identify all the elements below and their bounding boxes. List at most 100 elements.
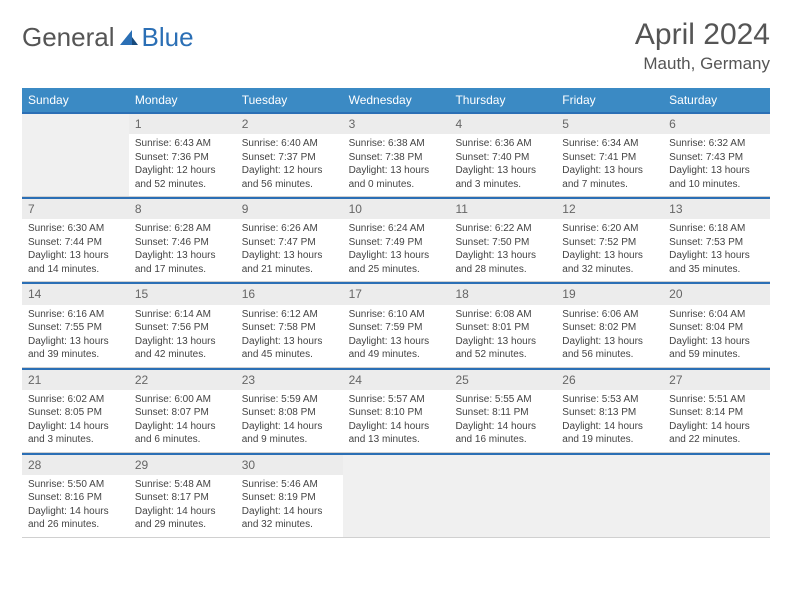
- day-cell: 1Sunrise: 6:43 AMSunset: 7:36 PMDaylight…: [129, 112, 236, 196]
- day-cell-body: Sunrise: 6:02 AMSunset: 8:05 PMDaylight:…: [22, 390, 129, 452]
- day-cell: 29Sunrise: 5:48 AMSunset: 8:17 PMDayligh…: [129, 453, 236, 537]
- sunset-text: Sunset: 8:04 PM: [669, 321, 764, 335]
- day-cell: 21Sunrise: 6:02 AMSunset: 8:05 PMDayligh…: [22, 368, 129, 452]
- daylight-text: Daylight: 13 hours and 25 minutes.: [349, 249, 444, 276]
- sunset-text: Sunset: 7:46 PM: [135, 236, 230, 250]
- sunrise-text: Sunrise: 5:55 AM: [455, 393, 550, 407]
- daylight-text: Daylight: 13 hours and 17 minutes.: [135, 249, 230, 276]
- sunset-text: Sunset: 7:55 PM: [28, 321, 123, 335]
- sunrise-text: Sunrise: 6:34 AM: [562, 137, 657, 151]
- sunset-text: Sunset: 8:14 PM: [669, 406, 764, 420]
- day-number: 20: [663, 284, 770, 304]
- day-number: 4: [449, 114, 556, 134]
- sunset-text: Sunset: 8:13 PM: [562, 406, 657, 420]
- daylight-text: Daylight: 13 hours and 7 minutes.: [562, 164, 657, 191]
- sunrise-text: Sunrise: 6:26 AM: [242, 222, 337, 236]
- sunset-text: Sunset: 7:58 PM: [242, 321, 337, 335]
- sunrise-text: Sunrise: 5:53 AM: [562, 393, 657, 407]
- empty-cell: [343, 453, 450, 537]
- day-cell: 15Sunrise: 6:14 AMSunset: 7:56 PMDayligh…: [129, 282, 236, 366]
- day-cell-body: Sunrise: 5:46 AMSunset: 8:19 PMDaylight:…: [236, 475, 343, 537]
- day-cell-body: Sunrise: 5:48 AMSunset: 8:17 PMDaylight:…: [129, 475, 236, 537]
- day-cell-body: Sunrise: 6:20 AMSunset: 7:52 PMDaylight:…: [556, 219, 663, 281]
- day-cell: 16Sunrise: 6:12 AMSunset: 7:58 PMDayligh…: [236, 282, 343, 366]
- day-header: Wednesday: [343, 88, 450, 112]
- sunset-text: Sunset: 7:50 PM: [455, 236, 550, 250]
- day-cell-body: Sunrise: 6:06 AMSunset: 8:02 PMDaylight:…: [556, 305, 663, 367]
- day-cell: 27Sunrise: 5:51 AMSunset: 8:14 PMDayligh…: [663, 368, 770, 452]
- sunset-text: Sunset: 8:05 PM: [28, 406, 123, 420]
- daylight-text: Daylight: 13 hours and 42 minutes.: [135, 335, 230, 362]
- day-cell-body: Sunrise: 5:57 AMSunset: 8:10 PMDaylight:…: [343, 390, 450, 452]
- daylight-text: Daylight: 14 hours and 6 minutes.: [135, 420, 230, 447]
- sunset-text: Sunset: 8:17 PM: [135, 491, 230, 505]
- day-number: 1: [129, 114, 236, 134]
- day-cell: 6Sunrise: 6:32 AMSunset: 7:43 PMDaylight…: [663, 112, 770, 196]
- sunrise-text: Sunrise: 6:10 AM: [349, 308, 444, 322]
- day-cell: 13Sunrise: 6:18 AMSunset: 7:53 PMDayligh…: [663, 197, 770, 281]
- week-row: 14Sunrise: 6:16 AMSunset: 7:55 PMDayligh…: [22, 282, 770, 367]
- day-cell: 22Sunrise: 6:00 AMSunset: 8:07 PMDayligh…: [129, 368, 236, 452]
- day-cell-body: Sunrise: 6:40 AMSunset: 7:37 PMDaylight:…: [236, 134, 343, 196]
- daylight-text: Daylight: 14 hours and 32 minutes.: [242, 505, 337, 532]
- day-cell-body: Sunrise: 6:04 AMSunset: 8:04 PMDaylight:…: [663, 305, 770, 367]
- sunrise-text: Sunrise: 6:36 AM: [455, 137, 550, 151]
- daylight-text: Daylight: 13 hours and 49 minutes.: [349, 335, 444, 362]
- sunset-text: Sunset: 7:47 PM: [242, 236, 337, 250]
- day-number: 21: [22, 370, 129, 390]
- week-row: 1Sunrise: 6:43 AMSunset: 7:36 PMDaylight…: [22, 112, 770, 197]
- day-number: 12: [556, 199, 663, 219]
- day-cell: 23Sunrise: 5:59 AMSunset: 8:08 PMDayligh…: [236, 368, 343, 452]
- day-cell: 14Sunrise: 6:16 AMSunset: 7:55 PMDayligh…: [22, 282, 129, 366]
- day-number: 14: [22, 284, 129, 304]
- daylight-text: Daylight: 12 hours and 56 minutes.: [242, 164, 337, 191]
- day-number: 3: [343, 114, 450, 134]
- day-number: 8: [129, 199, 236, 219]
- day-cell: 11Sunrise: 6:22 AMSunset: 7:50 PMDayligh…: [449, 197, 556, 281]
- sunrise-text: Sunrise: 6:06 AM: [562, 308, 657, 322]
- sunrise-text: Sunrise: 6:12 AM: [242, 308, 337, 322]
- day-cell: 12Sunrise: 6:20 AMSunset: 7:52 PMDayligh…: [556, 197, 663, 281]
- day-header: Saturday: [663, 88, 770, 112]
- day-number: 5: [556, 114, 663, 134]
- day-cell: 26Sunrise: 5:53 AMSunset: 8:13 PMDayligh…: [556, 368, 663, 452]
- daylight-text: Daylight: 14 hours and 13 minutes.: [349, 420, 444, 447]
- day-header: Friday: [556, 88, 663, 112]
- day-cell: 20Sunrise: 6:04 AMSunset: 8:04 PMDayligh…: [663, 282, 770, 366]
- day-cell-body: Sunrise: 5:50 AMSunset: 8:16 PMDaylight:…: [22, 475, 129, 537]
- sunrise-text: Sunrise: 6:08 AM: [455, 308, 550, 322]
- day-cell-body: Sunrise: 6:08 AMSunset: 8:01 PMDaylight:…: [449, 305, 556, 367]
- day-cell-body: Sunrise: 6:36 AMSunset: 7:40 PMDaylight:…: [449, 134, 556, 196]
- sunset-text: Sunset: 7:38 PM: [349, 151, 444, 165]
- day-cell: 9Sunrise: 6:26 AMSunset: 7:47 PMDaylight…: [236, 197, 343, 281]
- day-cell-body: Sunrise: 6:16 AMSunset: 7:55 PMDaylight:…: [22, 305, 129, 367]
- week-row: 28Sunrise: 5:50 AMSunset: 8:16 PMDayligh…: [22, 453, 770, 538]
- month-title: April 2024: [635, 18, 770, 52]
- title-block: April 2024 Mauth, Germany: [635, 18, 770, 74]
- day-cell: 8 Sunrise: 6:28 AMSunset: 7:46 PMDaylight…: [129, 197, 236, 281]
- header: General Blue April 2024 Mauth, Germany: [22, 18, 770, 74]
- day-number: 11: [449, 199, 556, 219]
- day-number: 22: [129, 370, 236, 390]
- day-number: 13: [663, 199, 770, 219]
- day-number: 28: [22, 455, 129, 475]
- daylight-text: Daylight: 14 hours and 29 minutes.: [135, 505, 230, 532]
- day-number: 26: [556, 370, 663, 390]
- sunrise-text: Sunrise: 6:18 AM: [669, 222, 764, 236]
- day-cell-body: Sunrise: 6:34 AMSunset: 7:41 PMDaylight:…: [556, 134, 663, 196]
- sunrise-text: Sunrise: 6:40 AM: [242, 137, 337, 151]
- day-number: 24: [343, 370, 450, 390]
- day-cell-body: Sunrise: 6:14 AMSunset: 7:56 PMDaylight:…: [129, 305, 236, 367]
- sunrise-text: Sunrise: 6:28 AM: [135, 222, 230, 236]
- sunset-text: Sunset: 7:56 PM: [135, 321, 230, 335]
- sunset-text: Sunset: 8:19 PM: [242, 491, 337, 505]
- daylight-text: Daylight: 13 hours and 56 minutes.: [562, 335, 657, 362]
- sunrise-text: Sunrise: 5:59 AM: [242, 393, 337, 407]
- empty-cell: [22, 112, 129, 196]
- sunrise-text: Sunrise: 5:51 AM: [669, 393, 764, 407]
- logo: General Blue: [22, 18, 194, 53]
- day-number: 6: [663, 114, 770, 134]
- daylight-text: Daylight: 13 hours and 52 minutes.: [455, 335, 550, 362]
- logo-text-1: General: [22, 22, 115, 53]
- day-cell: 25Sunrise: 5:55 AMSunset: 8:11 PMDayligh…: [449, 368, 556, 452]
